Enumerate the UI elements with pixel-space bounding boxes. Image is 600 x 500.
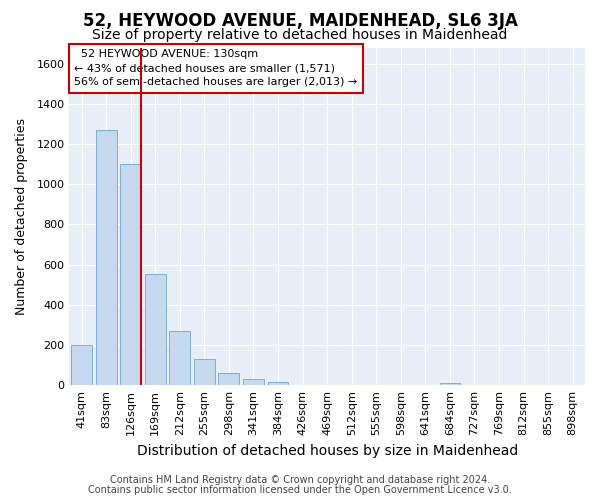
Y-axis label: Number of detached properties: Number of detached properties — [15, 118, 28, 315]
Bar — [268, 382, 289, 385]
Bar — [96, 130, 116, 385]
Text: Size of property relative to detached houses in Maidenhead: Size of property relative to detached ho… — [92, 28, 508, 42]
Bar — [71, 345, 92, 385]
Bar — [218, 373, 239, 385]
X-axis label: Distribution of detached houses by size in Maidenhead: Distribution of detached houses by size … — [137, 444, 518, 458]
Bar — [169, 331, 190, 385]
Bar — [194, 359, 215, 385]
Text: 52 HEYWOOD AVENUE: 130sqm
← 43% of detached houses are smaller (1,571)
56% of se: 52 HEYWOOD AVENUE: 130sqm ← 43% of detac… — [74, 49, 358, 87]
Bar — [440, 382, 460, 385]
Bar — [243, 379, 264, 385]
Bar — [120, 164, 141, 385]
Text: 52, HEYWOOD AVENUE, MAIDENHEAD, SL6 3JA: 52, HEYWOOD AVENUE, MAIDENHEAD, SL6 3JA — [83, 12, 517, 30]
Text: Contains HM Land Registry data © Crown copyright and database right 2024.: Contains HM Land Registry data © Crown c… — [110, 475, 490, 485]
Bar — [145, 274, 166, 385]
Text: Contains public sector information licensed under the Open Government Licence v3: Contains public sector information licen… — [88, 485, 512, 495]
